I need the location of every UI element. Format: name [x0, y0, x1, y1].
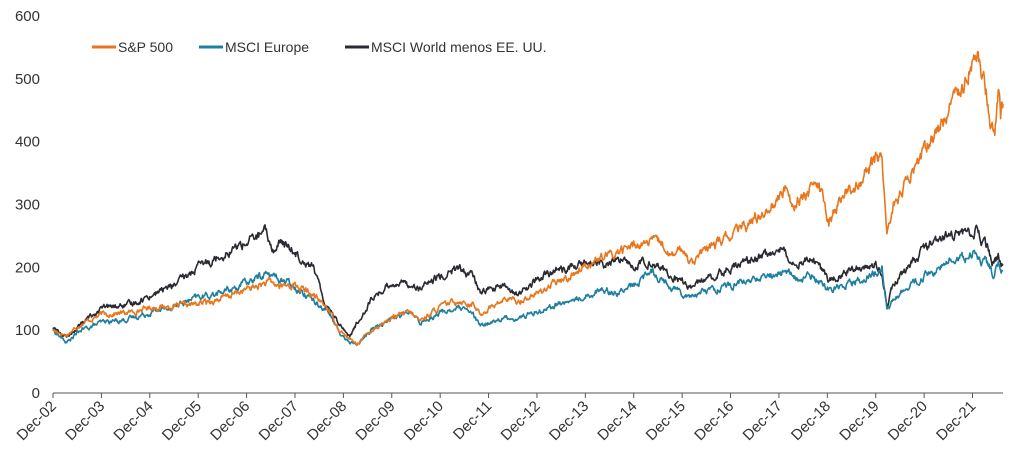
x-tick-label: Dec-12	[498, 398, 544, 444]
x-tick-label: Dec-19	[836, 398, 882, 444]
x-tick-label: Dec-17	[740, 398, 786, 444]
series-line-1	[52, 249, 1004, 346]
x-tick-label: Dec-18	[788, 398, 834, 444]
x-tick-label: Dec-05	[159, 398, 205, 444]
x-tick-label: Dec-15	[643, 398, 689, 444]
x-tick-label: Dec-16	[691, 398, 737, 444]
x-tick-label: Dec-04	[110, 398, 156, 444]
x-tick-label: Dec-10	[401, 398, 447, 444]
x-tick-label: Dec-20	[885, 398, 931, 444]
y-tick-label: 300	[15, 197, 40, 214]
legend: S&P 500 MSCI Europe MSCI World menos EE. U…	[92, 39, 547, 55]
legend-label: MSCI Europe	[225, 39, 309, 55]
x-tick-label: Dec-07	[256, 398, 302, 444]
x-tick-label: Dec-09	[352, 398, 398, 444]
x-tick-label: Dec-08	[304, 398, 350, 444]
x-axis-tick-labels: Dec-02 Dec-03 Dec-04 Dec-05 Dec-06 Dec-07 Dec-…	[14, 398, 980, 444]
legend-label: S&P 500	[118, 39, 173, 55]
series-line-2	[52, 224, 1004, 338]
x-tick-label: Dec-21	[933, 398, 979, 444]
y-tick-label: 200	[15, 259, 40, 276]
y-tick-label: 400	[15, 134, 40, 151]
x-tick-label: Dec-06	[207, 398, 253, 444]
x-tick-label: Dec-14	[594, 398, 640, 444]
y-tick-label: 600	[15, 8, 40, 25]
series-lines	[52, 50, 1004, 347]
x-axis-ticks	[52, 393, 974, 398]
series-line-0	[52, 50, 1004, 347]
x-tick-label: Dec-11	[450, 398, 495, 443]
x-tick-label: Dec-03	[62, 398, 108, 444]
y-axis-tick-labels: 0 100 200 300 400 500 600	[15, 8, 40, 402]
y-tick-label: 500	[15, 71, 40, 88]
y-tick-label: 0	[32, 385, 40, 402]
x-tick-label: Dec-02	[14, 398, 60, 444]
legend-label: MSCI World menos EE. UU.	[371, 39, 547, 55]
y-tick-label: 100	[15, 322, 40, 339]
x-tick-label: Dec-13	[546, 398, 592, 444]
